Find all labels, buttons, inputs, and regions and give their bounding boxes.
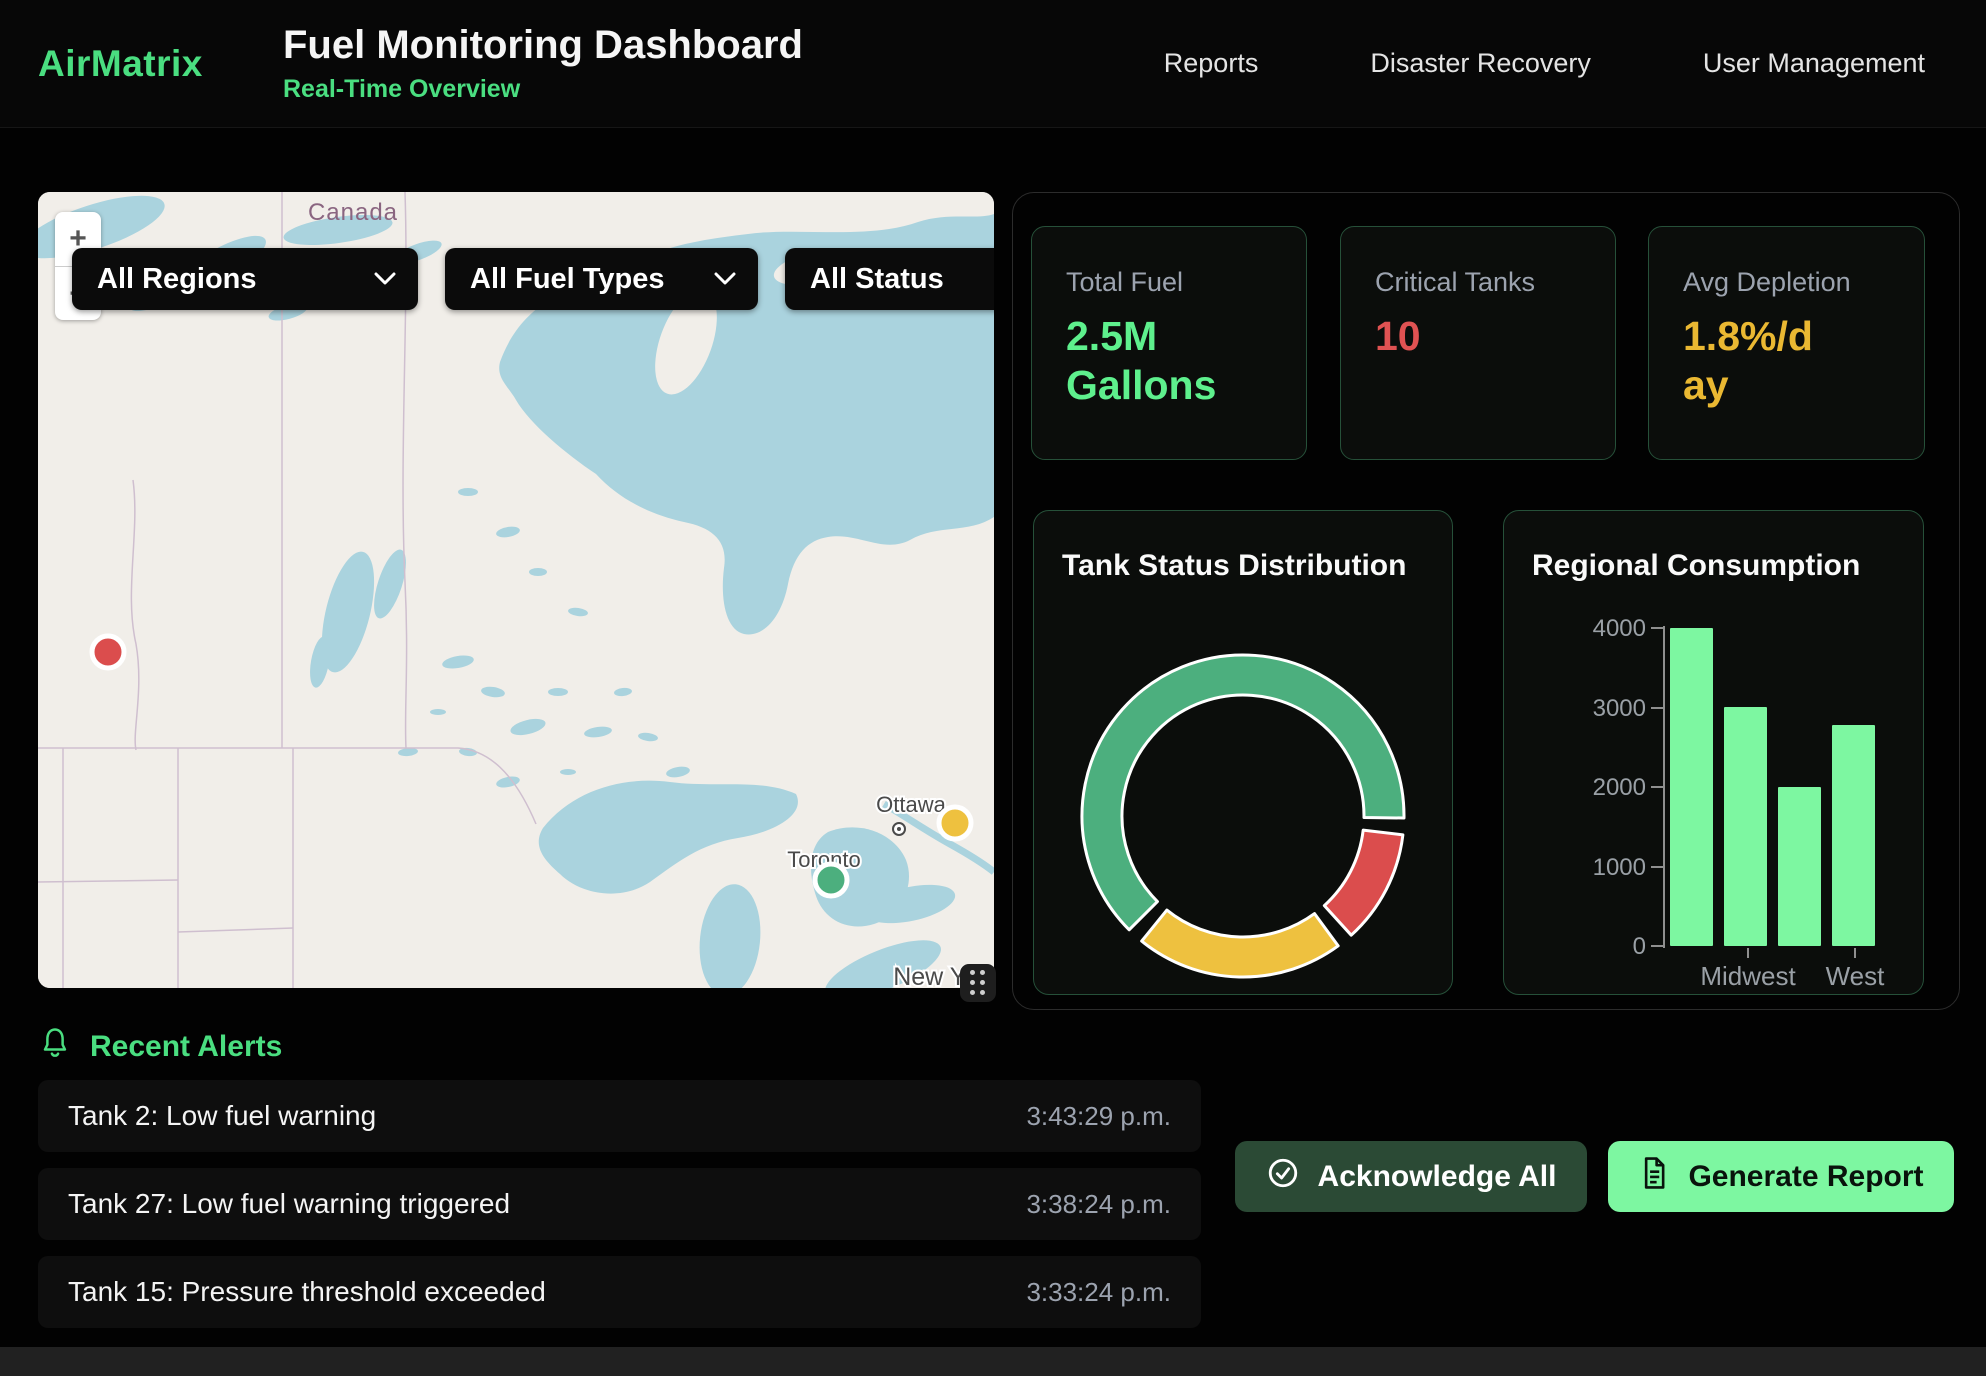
- generate-report-button[interactable]: Generate Report: [1608, 1141, 1954, 1212]
- y-tick-mark: [1651, 707, 1663, 709]
- filter-fuel-types[interactable]: All Fuel Types: [445, 248, 758, 310]
- map-filter-row: All Regions All Fuel Types All Status: [72, 248, 994, 310]
- map-panel: Canada Ottawa Toronto New York + −: [38, 192, 994, 988]
- map-marker-critical[interactable]: [92, 636, 124, 668]
- stat-value-avg-depletion: 1.8%/day: [1683, 312, 1821, 410]
- y-tick-label: 3000: [1536, 695, 1646, 723]
- resize-grip-icon[interactable]: [960, 964, 996, 1002]
- x-tick-label-west: West: [1775, 961, 1935, 992]
- bar-chart-bars: [1670, 628, 1882, 946]
- y-tick-mark: [1651, 786, 1663, 788]
- stat-label: Total Fuel: [1066, 267, 1306, 298]
- nav-item-user-management[interactable]: User Management: [1703, 48, 1925, 79]
- filter-regions[interactable]: All Regions: [72, 248, 418, 310]
- stat-label: Critical Tanks: [1375, 267, 1615, 298]
- alert-message: Tank 27: Low fuel warning triggered: [68, 1188, 510, 1220]
- map-marker-warning[interactable]: [939, 807, 971, 839]
- chevron-down-icon: [714, 272, 736, 286]
- filter-regions-value: All Regions: [97, 263, 257, 296]
- filter-status[interactable]: All Status: [785, 248, 994, 310]
- check-circle-icon: [1266, 1156, 1300, 1198]
- ottawa-dot-icon: [893, 823, 905, 835]
- bar-chart-y-axis: [1663, 626, 1665, 948]
- alert-row: Tank 15: Pressure threshold exceeded 3:3…: [38, 1256, 1201, 1328]
- y-tick-mark: [1651, 945, 1663, 947]
- filter-fuel-types-value: All Fuel Types: [470, 263, 664, 296]
- bar: [1724, 707, 1767, 946]
- stat-label: Avg Depletion: [1683, 267, 1924, 298]
- document-icon: [1638, 1156, 1670, 1198]
- footer-bar: [0, 1347, 1986, 1376]
- y-tick-mark: [1651, 866, 1663, 868]
- alert-timestamp: 3:43:29 p.m.: [1026, 1101, 1171, 1132]
- generate-report-label: Generate Report: [1688, 1160, 1923, 1194]
- map-svg: Canada Ottawa Toronto New York: [38, 192, 994, 988]
- alert-row: Tank 2: Low fuel warning 3:43:29 p.m.: [38, 1080, 1201, 1152]
- alert-row: Tank 27: Low fuel warning triggered 3:38…: [38, 1168, 1201, 1240]
- filter-status-value: All Status: [810, 263, 944, 296]
- regional-consumption-card: Regional Consumption 0 1000 2000 3000 40…: [1503, 510, 1924, 995]
- alert-timestamp: 3:33:24 p.m.: [1026, 1277, 1171, 1308]
- bar: [1778, 787, 1821, 946]
- tank-status-donut-chart: [1034, 511, 1454, 996]
- chevron-down-icon: [374, 272, 396, 286]
- dashboard-root: AirMatrix Fuel Monitoring Dashboard Real…: [0, 0, 1986, 1376]
- nav-item-disaster-recovery[interactable]: Disaster Recovery: [1370, 48, 1591, 79]
- bar: [1832, 725, 1875, 946]
- bar-chart-title: Regional Consumption: [1532, 549, 1860, 583]
- stat-value-critical-tanks: 10: [1375, 312, 1600, 361]
- bar: [1670, 628, 1713, 946]
- x-tick-mark: [1854, 948, 1856, 958]
- stat-card-total-fuel: Total Fuel 2.5M Gallons: [1031, 226, 1307, 460]
- y-tick-mark: [1651, 627, 1663, 629]
- acknowledge-all-button[interactable]: Acknowledge All: [1235, 1141, 1587, 1212]
- metrics-panel: Total Fuel 2.5M Gallons Critical Tanks 1…: [1012, 192, 1960, 1010]
- alert-timestamp: 3:38:24 p.m.: [1026, 1189, 1171, 1220]
- alert-message: Tank 2: Low fuel warning: [68, 1100, 376, 1132]
- y-tick-label: 1000: [1536, 854, 1646, 882]
- map-label-canada: Canada: [308, 199, 398, 226]
- nav-item-reports[interactable]: Reports: [1164, 48, 1259, 79]
- page-title: Fuel Monitoring Dashboard: [283, 23, 803, 68]
- donut-segment-red: [1324, 830, 1403, 935]
- map-canvas[interactable]: Canada Ottawa Toronto New York + −: [38, 192, 994, 988]
- alert-message: Tank 15: Pressure threshold exceeded: [68, 1276, 546, 1308]
- stat-card-critical-tanks: Critical Tanks 10: [1340, 226, 1616, 460]
- y-tick-label: 0: [1536, 933, 1646, 961]
- app-header: AirMatrix Fuel Monitoring Dashboard Real…: [0, 0, 1986, 128]
- stat-value-total-fuel: 2.5M Gallons: [1066, 312, 1291, 410]
- map-marker-normal[interactable]: [815, 864, 847, 896]
- page-subtitle: Real-Time Overview: [283, 75, 803, 104]
- title-block: Fuel Monitoring Dashboard Real-Time Over…: [283, 0, 803, 127]
- y-tick-label: 2000: [1536, 774, 1646, 802]
- bell-icon: [38, 1026, 72, 1067]
- map-label-ottawa: Ottawa: [876, 792, 946, 817]
- alerts-title: Recent Alerts: [90, 1030, 282, 1064]
- x-tick-mark: [1747, 948, 1749, 958]
- acknowledge-all-label: Acknowledge All: [1318, 1160, 1557, 1194]
- stat-card-avg-depletion: Avg Depletion 1.8%/day: [1648, 226, 1925, 460]
- main-nav: Reports Disaster Recovery User Managemen…: [1164, 0, 1925, 127]
- y-tick-label: 4000: [1536, 615, 1646, 643]
- donut-segment-yellow: [1142, 910, 1338, 977]
- brand-logo: AirMatrix: [38, 0, 203, 127]
- tank-status-card: Tank Status Distribution: [1033, 510, 1453, 995]
- alerts-header: Recent Alerts: [38, 1026, 282, 1067]
